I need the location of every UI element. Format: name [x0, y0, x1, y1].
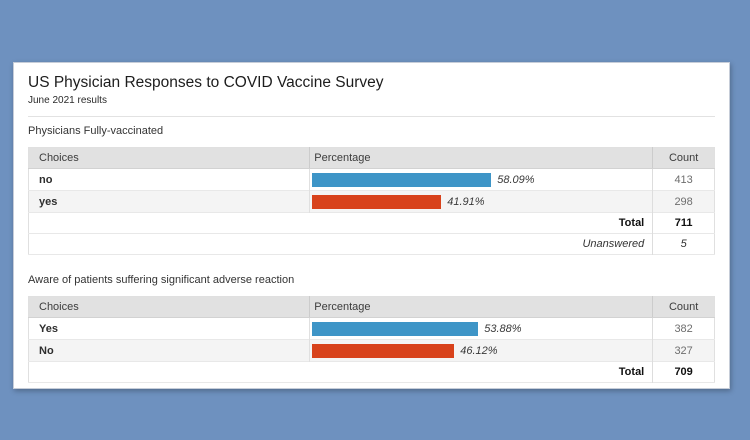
header-divider [28, 116, 715, 117]
percentage-cell: 53.88% [309, 317, 653, 340]
unanswered-row: Unanswered 5 [28, 233, 715, 255]
count-value: 298 [652, 190, 715, 213]
choice-label: yes [39, 195, 58, 208]
count-value: 382 [652, 317, 715, 340]
table-header-row: Choices Percentage Count [28, 147, 715, 169]
total-row: Total 709 [28, 361, 715, 383]
column-header-count: Count [652, 147, 715, 169]
percentage-value: 41.91% [447, 195, 485, 208]
percentage-bar [312, 172, 492, 187]
column-header-percentage: Percentage [309, 147, 653, 169]
percentage-value: 58.09% [497, 173, 535, 186]
count-value: 327 [652, 339, 715, 362]
unanswered-label: Unanswered [582, 238, 645, 250]
table-row: yes 41.91% 298 [28, 190, 715, 213]
page-subtitle: June 2021 results [28, 95, 107, 106]
column-header-choices: Choices [28, 296, 310, 318]
percentage-bar [312, 321, 479, 336]
total-label: Total [618, 366, 645, 378]
results-table-fully-vaccinated: Choices Percentage Count no 58.09% 413 y… [28, 147, 715, 255]
table-header-row: Choices Percentage Count [28, 296, 715, 318]
choice-label: no [39, 173, 53, 186]
column-header-count: Count [652, 296, 715, 318]
total-count: 711 [652, 212, 715, 234]
section-title-fully-vaccinated: Physicians Fully-vaccinated [28, 125, 164, 137]
unanswered-count: 5 [652, 233, 715, 255]
table-row: no 58.09% 413 [28, 168, 715, 191]
survey-report-card: US Physician Responses to COVID Vaccine … [13, 62, 730, 389]
column-header-choices: Choices [28, 147, 310, 169]
choice-label: Yes [39, 322, 58, 335]
choice-label: No [39, 344, 54, 357]
percentage-value: 46.12% [460, 344, 498, 357]
percentage-bar [312, 194, 442, 209]
table-row: Yes 53.88% 382 [28, 317, 715, 340]
column-header-percentage: Percentage [309, 296, 653, 318]
page-title: US Physician Responses to COVID Vaccine … [28, 74, 384, 91]
total-row: Total 711 [28, 212, 715, 234]
section-title-adverse-reaction: Aware of patients suffering significant … [28, 274, 295, 286]
percentage-value: 53.88% [484, 322, 522, 335]
total-count: 709 [652, 361, 715, 383]
results-table-adverse-reaction: Choices Percentage Count Yes 53.88% 382 … [28, 296, 715, 383]
percentage-cell: 46.12% [309, 339, 653, 362]
percentage-cell: 58.09% [309, 168, 653, 191]
table-row: No 46.12% 327 [28, 339, 715, 362]
percentage-cell: 41.91% [309, 190, 653, 213]
percentage-bar [312, 343, 455, 358]
count-value: 413 [652, 168, 715, 191]
report-header: US Physician Responses to COVID Vaccine … [28, 73, 715, 108]
total-label: Total [618, 217, 645, 229]
